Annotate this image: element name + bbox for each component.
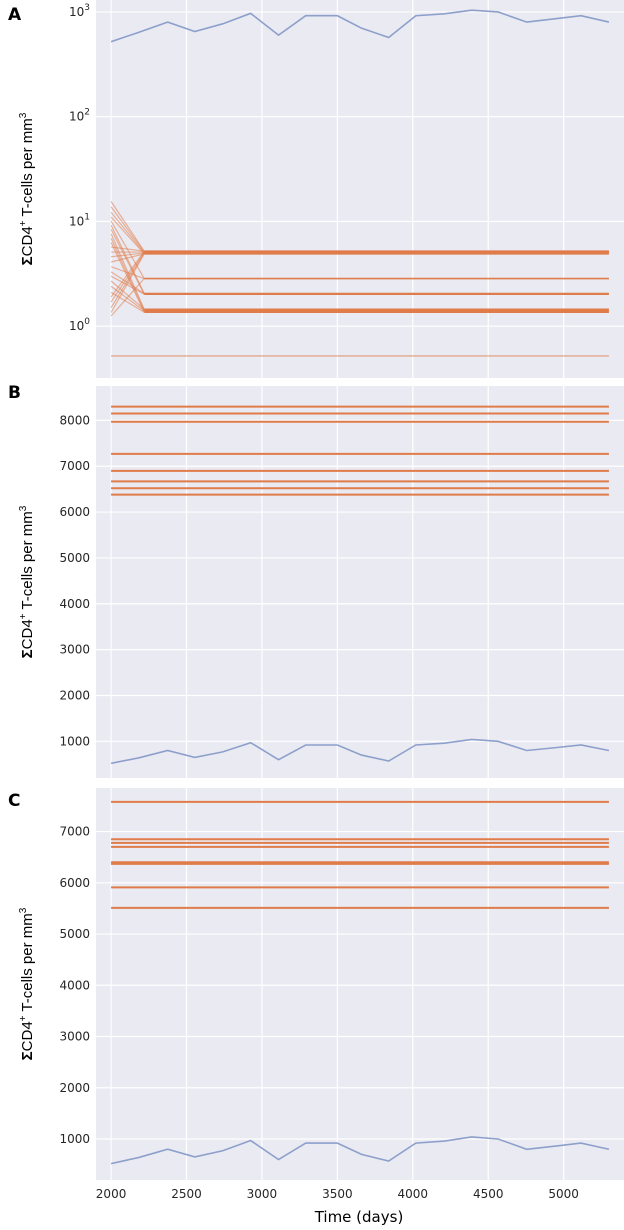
y-tick-label: 5000: [59, 927, 90, 941]
y-tick-label: 1000: [59, 1132, 90, 1146]
y-tick-label: 5000: [59, 551, 90, 565]
panel-a: 100 101 102 103 A ΣCD4+ T-cells per mm3: [8, 0, 624, 378]
simulated-transient-line: [110, 285, 145, 312]
panel-b-gridlines: [96, 386, 624, 778]
simulated-transient-line: [110, 216, 145, 255]
simulated-transient-line: [110, 275, 145, 295]
y-tick-label: 103: [69, 3, 90, 19]
panel-b-label: B: [8, 383, 21, 403]
y-tick-label: 2000: [59, 688, 90, 702]
y-tick-label: 7000: [59, 825, 90, 839]
panel-c-series: [110, 800, 610, 1165]
panel-b: 1000 2000 3000 4000 5000 6000 7000 8000 B ΣCD4+…: [8, 383, 624, 778]
panel-c-plot-area: [96, 788, 624, 1180]
y-tick-label: 100: [69, 317, 90, 333]
observed-line: [110, 1136, 610, 1165]
y-tick-label: 101: [69, 212, 90, 228]
y-tick-label: 3000: [59, 1030, 90, 1044]
simulated-transient-line: [110, 220, 145, 279]
x-tick-label: 2500: [171, 1187, 202, 1201]
panel-a-y-axis-label: ΣCD4+ T-cells per mm3: [18, 112, 36, 265]
y-tick-label: 6000: [59, 505, 90, 519]
panel-a-series: [110, 9, 610, 357]
panel-c-y-axis-label: ΣCD4+ T-cells per mm3: [18, 907, 36, 1060]
y-tick-label: 4000: [59, 597, 90, 611]
panel-c: 1000 2000 3000 4000 5000 6000 7000 2000 2500 300…: [8, 788, 624, 1226]
x-tick-label: 3000: [247, 1187, 278, 1201]
simulated-transient-line: [110, 251, 145, 303]
panel-a-plot-area: [96, 0, 624, 378]
y-tick-label: 6000: [59, 876, 90, 890]
panel-c-gridlines: [96, 788, 624, 1180]
simulated-transient-line: [110, 229, 145, 295]
simulated-transient-line: [110, 253, 145, 263]
x-tick-label: 4000: [398, 1187, 429, 1201]
x-tick-label: 4500: [473, 1187, 504, 1201]
panel-c-label: C: [8, 791, 20, 811]
y-tick-label: 102: [69, 108, 90, 124]
y-tick-label: 4000: [59, 978, 90, 992]
simulated-transient-line: [110, 280, 145, 310]
simulated-transient-line: [110, 206, 145, 253]
simulated-transient-line: [110, 291, 145, 313]
simulated-transient-line: [110, 233, 145, 310]
panel-a-label: A: [8, 5, 22, 25]
observed-line: [110, 738, 610, 765]
panel-b-y-ticks: 1000 2000 3000 4000 5000 6000 7000 8000: [59, 413, 90, 748]
simulated-transient-line: [110, 253, 145, 313]
observed-line: [110, 9, 610, 43]
y-tick-label: 2000: [59, 1081, 90, 1095]
simulated-transient-line: [110, 250, 145, 298]
x-axis-ticks: 2000 2500 3000 3500 4000 4500 5000: [96, 1187, 579, 1201]
panel-a-y-ticks: 100 101 102 103: [69, 3, 90, 333]
simulated-transient-line: [111, 252, 145, 258]
x-axis-label: Time (days): [314, 1208, 404, 1226]
x-tick-label: 2000: [96, 1187, 127, 1201]
panel-b-y-axis-label: ΣCD4+ T-cells per mm3: [18, 505, 36, 658]
y-tick-label: 3000: [59, 643, 90, 657]
simulated-transient-line: [110, 266, 145, 280]
panel-c-y-ticks: 1000 2000 3000 4000 5000 6000 7000: [59, 825, 90, 1146]
simulated-transient-line: [110, 252, 145, 309]
panel-b-plot-area: [96, 386, 624, 778]
y-tick-label: 7000: [59, 459, 90, 473]
panel-a-gridlines: [96, 0, 624, 378]
x-tick-label: 5000: [548, 1187, 579, 1201]
simulated-transient-line: [110, 278, 145, 317]
y-tick-label: 8000: [59, 413, 90, 427]
y-tick-label: 1000: [59, 734, 90, 748]
simulated-transient-line: [111, 246, 145, 252]
simulated-transient-line: [110, 201, 145, 252]
x-tick-label: 3500: [322, 1187, 353, 1201]
simulated-transient-line: [110, 211, 145, 254]
panel-b-series: [110, 405, 610, 765]
